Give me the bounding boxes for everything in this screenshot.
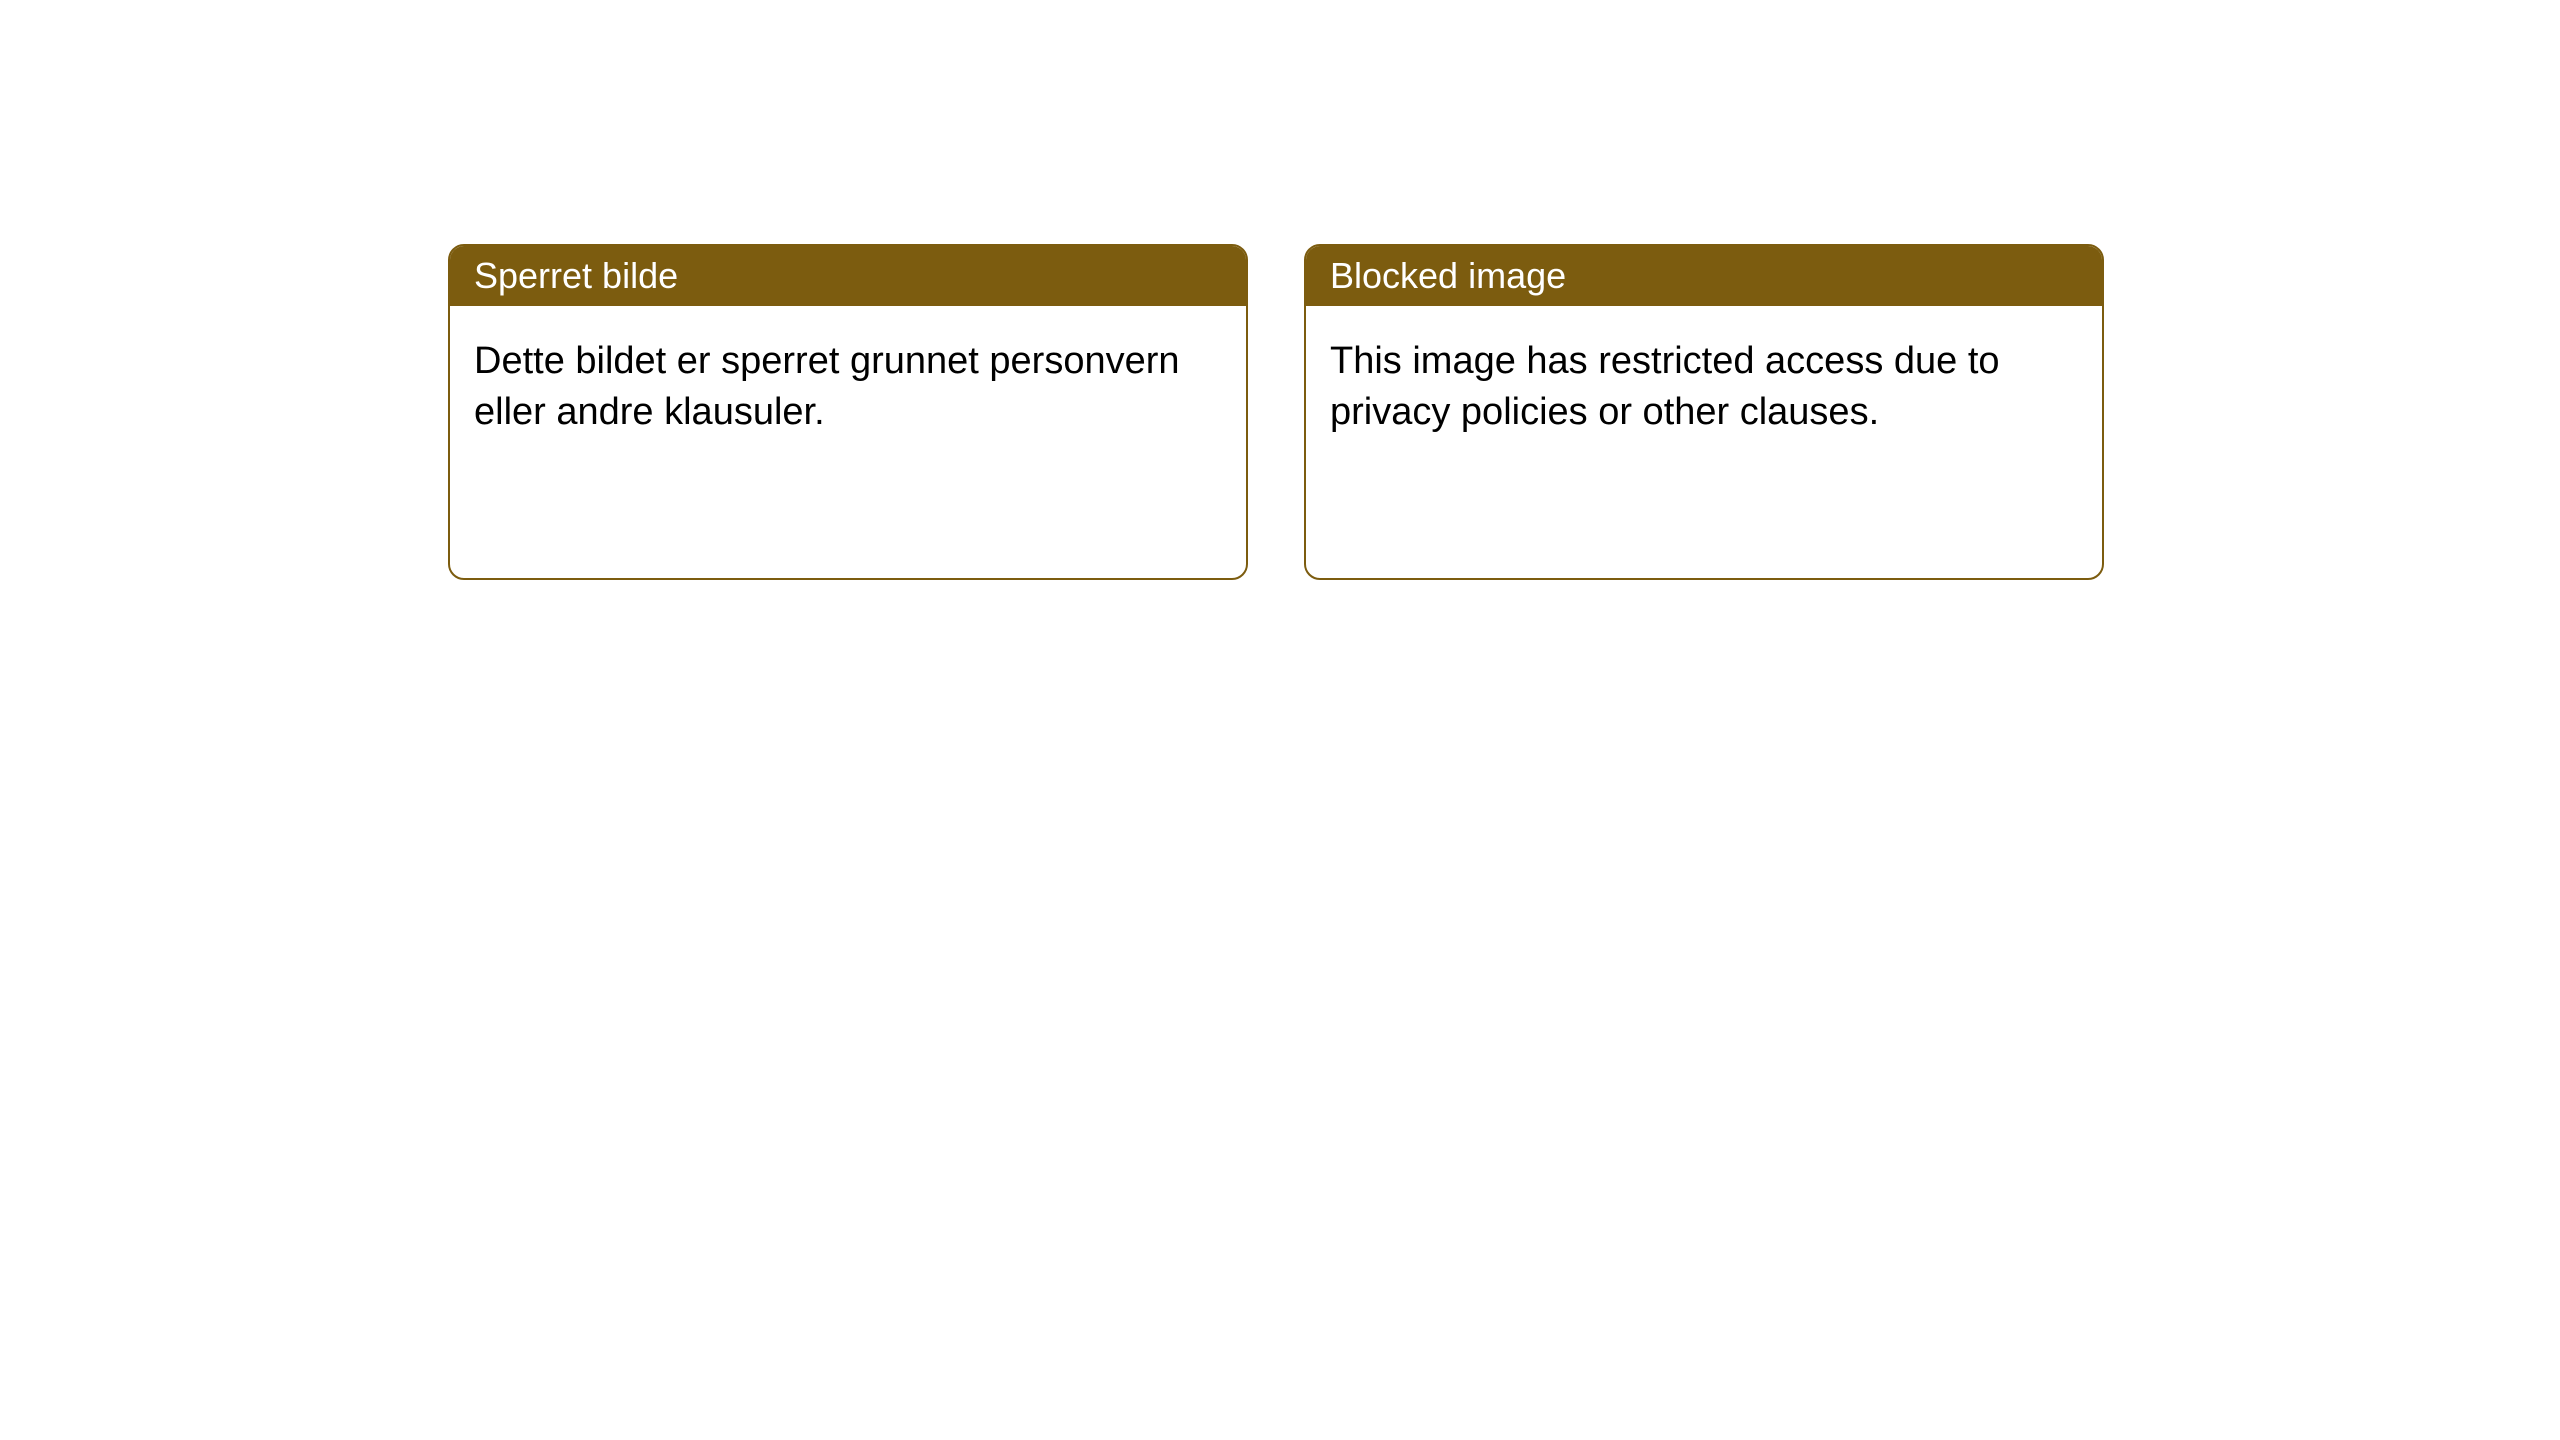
notice-header-en: Blocked image: [1306, 246, 2102, 306]
notice-card-no: Sperret bilde Dette bildet er sperret gr…: [448, 244, 1248, 580]
notice-container: Sperret bilde Dette bildet er sperret gr…: [448, 244, 2104, 580]
notice-body-text-no: Dette bildet er sperret grunnet personve…: [474, 340, 1180, 433]
notice-body-text-en: This image has restricted access due to …: [1330, 340, 2000, 433]
notice-body-no: Dette bildet er sperret grunnet personve…: [450, 306, 1246, 469]
notice-body-en: This image has restricted access due to …: [1306, 306, 2102, 469]
notice-card-en: Blocked image This image has restricted …: [1304, 244, 2104, 580]
notice-header-no: Sperret bilde: [450, 246, 1246, 306]
notice-header-text-en: Blocked image: [1330, 255, 1566, 297]
notice-header-text-no: Sperret bilde: [474, 255, 678, 297]
